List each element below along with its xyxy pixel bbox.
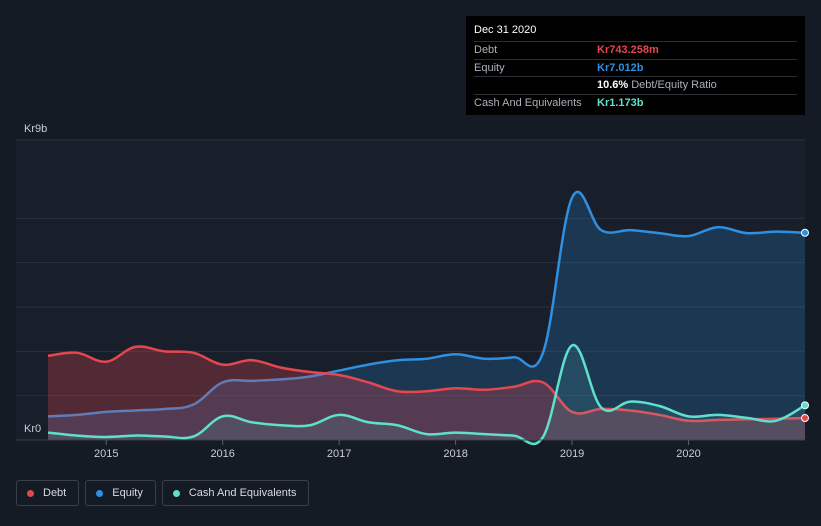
tooltip-equity-value: Kr7.012b [597, 61, 644, 74]
tooltip-cash-label: Cash And Equivalents [474, 96, 582, 109]
tooltip-ratio-value: 10.6% [597, 79, 629, 92]
legend-item-debt[interactable]: Debt [16, 480, 80, 506]
tooltip-cash-value: Kr1.173b [597, 96, 644, 109]
y-axis-top-label: Kr9b [24, 123, 47, 135]
x-axis: 2015 2016 2017 2018 2019 2020 [16, 439, 805, 460]
cash-dot-icon [172, 489, 180, 497]
tooltip-debt-label: Debt [474, 44, 498, 57]
tooltip-panel: Dec 31 2020 Debt Kr743.258m Equity Kr7.0… [466, 16, 805, 115]
legend-equity-label: Equity [112, 487, 143, 499]
legend-debt-label: Debt [43, 487, 67, 499]
tooltip-row-cash: Cash And Equivalents Kr1.173b [474, 93, 797, 112]
y-axis-bottom-label: Kr0 [24, 423, 41, 435]
legend-cash-label: Cash And Equivalents [188, 487, 297, 499]
equity-dot-icon [96, 489, 104, 497]
legend-item-equity[interactable]: Equity [85, 480, 156, 506]
tooltip-row-debt: Debt Kr743.258m [474, 41, 797, 59]
x-tick-label: 2015 [94, 448, 118, 460]
tooltip-equity-label: Equity [474, 61, 505, 74]
x-tick-label: 2019 [560, 448, 584, 460]
cash-and-equivalents-line [47, 344, 806, 446]
debt-line [47, 345, 806, 423]
debt-end-point [801, 414, 809, 423]
tooltip-date: Dec 31 2020 [474, 24, 537, 36]
debt-dot-icon [27, 489, 34, 497]
tooltip-ratio-suffix: Debt/Equity Ratio [631, 79, 717, 92]
cash-and-equivalents-area [48, 345, 805, 445]
x-tick-label: 2018 [443, 448, 467, 460]
equity-end-point [801, 228, 809, 237]
legend: Debt Equity Cash And Equivalents [16, 480, 310, 506]
x-tick-label: 2020 [676, 448, 700, 460]
tooltip-row-equity: Equity Kr7.012b [474, 58, 797, 77]
equity-line [47, 190, 806, 418]
x-tick-label: 2016 [210, 448, 234, 460]
x-tick-label: 2017 [327, 448, 351, 460]
legend-item-cash[interactable]: Cash And Equivalents [161, 480, 310, 506]
equity-area [48, 191, 805, 440]
tooltip-row-ratio: 10.6% Debt/Equity Ratio [474, 76, 797, 94]
tooltip-debt-value: Kr743.258m [597, 44, 659, 57]
series-layer [47, 190, 809, 446]
cash-and-equivalents-end-point [801, 401, 809, 410]
plot-background [16, 140, 805, 440]
